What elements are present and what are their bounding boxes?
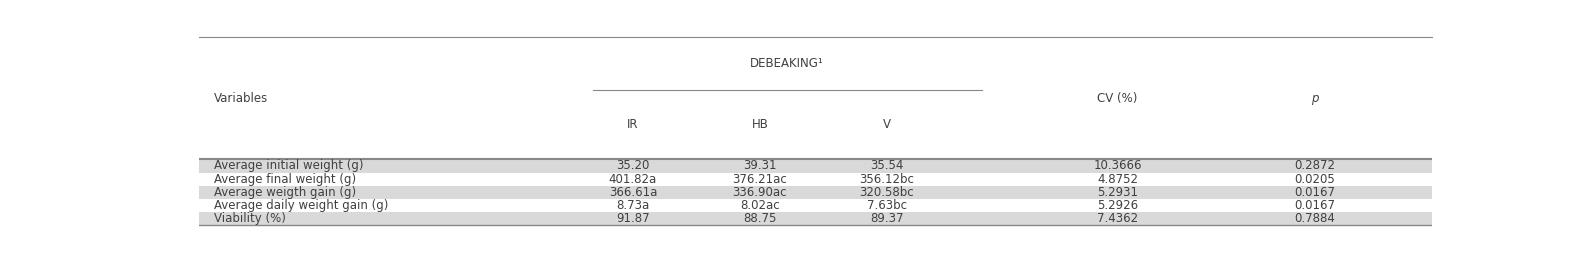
- Text: 7.4362: 7.4362: [1096, 212, 1138, 225]
- Text: V: V: [883, 118, 891, 131]
- Text: 10.3666: 10.3666: [1093, 160, 1142, 172]
- Bar: [199, 172, 1432, 186]
- Text: Variables: Variables: [213, 92, 267, 105]
- Text: 5.2926: 5.2926: [1096, 199, 1138, 212]
- Text: 366.61a: 366.61a: [609, 186, 657, 199]
- Text: Average daily weight gain (g): Average daily weight gain (g): [213, 199, 388, 212]
- Text: IR: IR: [627, 118, 638, 131]
- Text: 0.2872: 0.2872: [1293, 160, 1335, 172]
- Text: 336.90ac: 336.90ac: [732, 186, 788, 199]
- Text: 91.87: 91.87: [616, 212, 649, 225]
- Text: 8.02ac: 8.02ac: [740, 199, 780, 212]
- Text: p: p: [1311, 92, 1319, 105]
- Text: Average weigth gain (g): Average weigth gain (g): [213, 186, 356, 199]
- Text: 356.12bc: 356.12bc: [859, 172, 915, 186]
- Text: 0.0167: 0.0167: [1293, 199, 1335, 212]
- Text: 376.21ac: 376.21ac: [732, 172, 788, 186]
- Bar: [199, 212, 1432, 225]
- Text: Viability (%): Viability (%): [213, 212, 285, 225]
- Bar: [199, 159, 1432, 172]
- Text: Average initial weight (g): Average initial weight (g): [213, 160, 363, 172]
- Text: 5.2931: 5.2931: [1096, 186, 1138, 199]
- Text: 4.8752: 4.8752: [1096, 172, 1138, 186]
- Text: 320.58bc: 320.58bc: [859, 186, 915, 199]
- Text: 35.54: 35.54: [870, 160, 904, 172]
- Text: CV (%): CV (%): [1098, 92, 1138, 105]
- Bar: [199, 199, 1432, 212]
- Bar: [199, 186, 1432, 199]
- Text: 401.82a: 401.82a: [609, 172, 657, 186]
- Text: 39.31: 39.31: [743, 160, 776, 172]
- Text: 0.0205: 0.0205: [1295, 172, 1335, 186]
- Text: HB: HB: [751, 118, 768, 131]
- Text: 0.7884: 0.7884: [1295, 212, 1335, 225]
- Text: 7.63bc: 7.63bc: [867, 199, 907, 212]
- Text: 0.0167: 0.0167: [1293, 186, 1335, 199]
- Text: 35.20: 35.20: [616, 160, 649, 172]
- Text: DEBEAKING¹: DEBEAKING¹: [749, 57, 824, 70]
- Text: Average final weight (g): Average final weight (g): [213, 172, 356, 186]
- Text: 8.73a: 8.73a: [616, 199, 649, 212]
- Text: 88.75: 88.75: [743, 212, 776, 225]
- Text: 89.37: 89.37: [870, 212, 904, 225]
